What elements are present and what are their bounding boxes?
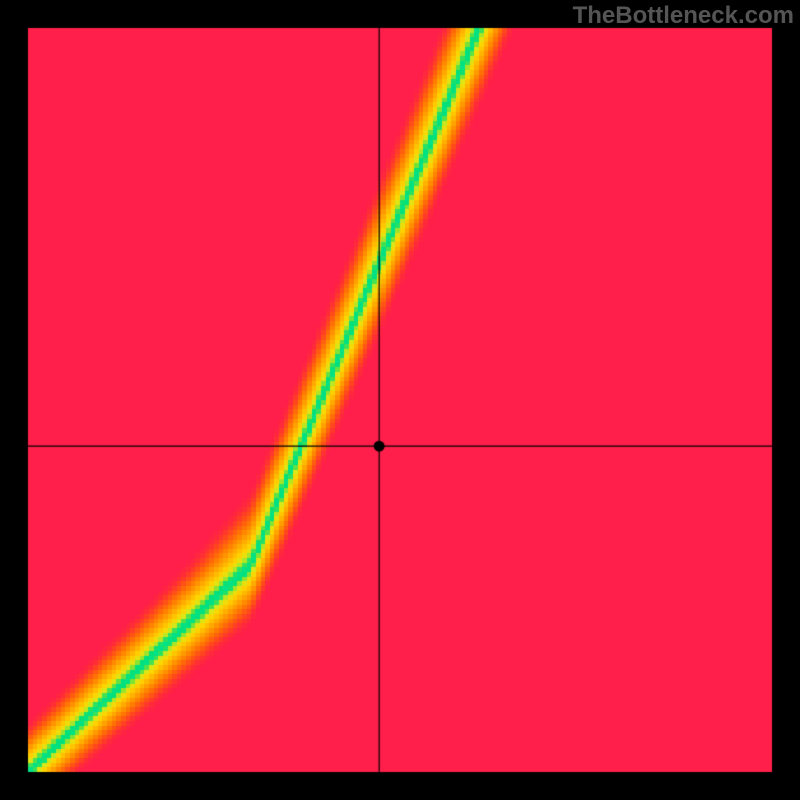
chart-container: TheBottleneck.com bbox=[0, 0, 800, 800]
heatmap-canvas bbox=[0, 0, 800, 800]
